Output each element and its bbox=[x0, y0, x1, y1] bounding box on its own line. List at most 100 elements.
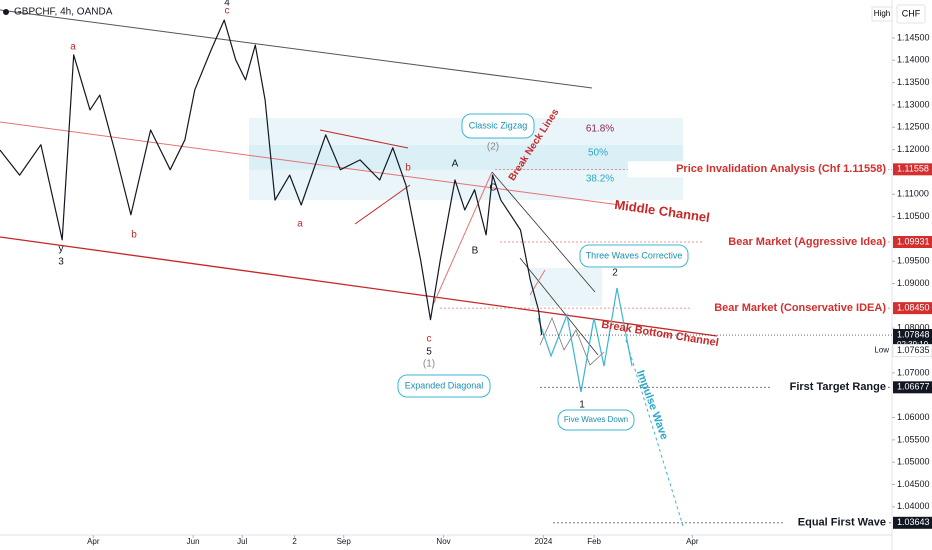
low-label: Low bbox=[874, 346, 889, 355]
chart-title: GBPCHF, 4h, OANDA bbox=[14, 7, 113, 18]
callout-text: Expanded Diagonal bbox=[405, 380, 484, 390]
y-tick-label: 1.09000 bbox=[897, 278, 930, 288]
impulse-projection bbox=[625, 339, 684, 527]
level-price-box bbox=[893, 163, 932, 176]
level-name: First Target Range bbox=[790, 381, 886, 393]
wave-label: y bbox=[59, 244, 64, 255]
level-text-bg bbox=[782, 514, 888, 531]
trend-line bbox=[491, 171, 596, 293]
upper-channel bbox=[0, 9, 593, 89]
wave-label: c bbox=[225, 6, 230, 17]
wave-label: a bbox=[297, 219, 303, 230]
level-name: Equal First Wave bbox=[798, 517, 886, 529]
callout-text: Five Waves Down bbox=[564, 415, 628, 424]
y-tick-label: 1.04000 bbox=[897, 501, 930, 511]
fib-band bbox=[249, 145, 683, 170]
high-box bbox=[871, 6, 893, 22]
trend-line bbox=[519, 257, 599, 356]
symbol-icon bbox=[3, 9, 9, 15]
x-tick-label: Feb bbox=[587, 537, 601, 546]
y-tick-label: 1.12500 bbox=[897, 122, 930, 132]
level-text-bg bbox=[689, 300, 888, 317]
bottom-channel bbox=[0, 236, 718, 337]
price-line bbox=[0, 19, 543, 335]
trend-line bbox=[529, 269, 546, 296]
y-tick-label: 1.08000 bbox=[897, 323, 930, 333]
callout-box bbox=[579, 244, 689, 268]
x-tick-label: Sep bbox=[337, 537, 352, 546]
x-tick-label: 2024 bbox=[534, 537, 552, 546]
low-box bbox=[892, 344, 932, 358]
level-text-bg bbox=[770, 379, 888, 396]
wave-label: a bbox=[70, 42, 76, 53]
level-price-box bbox=[893, 516, 932, 529]
callout-text: Classic Zigzag bbox=[469, 120, 528, 130]
currency-button[interactable] bbox=[896, 4, 926, 24]
neck-line bbox=[432, 171, 493, 306]
y-tick-label: 1.06000 bbox=[897, 412, 930, 422]
wave-label: A bbox=[452, 159, 459, 170]
level-price: 1.09931 bbox=[897, 236, 930, 246]
wave-label: C bbox=[489, 183, 496, 194]
x-tick-label: Jul bbox=[237, 537, 247, 546]
level-price: 1.11558 bbox=[897, 164, 929, 174]
level-price: 1.06677 bbox=[897, 382, 930, 392]
y-tick-label: 1.12000 bbox=[897, 144, 930, 154]
wave-label: 2 bbox=[612, 268, 618, 279]
y-tick-label: 1.10500 bbox=[897, 211, 930, 221]
callout-box bbox=[397, 374, 491, 398]
wave-label: 4 bbox=[224, 0, 230, 9]
y-tick-label: 1.07000 bbox=[897, 367, 930, 377]
x-tick-label: Jun bbox=[187, 537, 200, 546]
callout-box bbox=[461, 113, 535, 139]
y-tick-label: 1.05000 bbox=[897, 457, 930, 467]
level-price-box bbox=[893, 236, 932, 249]
high-label: High bbox=[874, 9, 890, 18]
wave-label: (2) bbox=[487, 142, 499, 153]
low-price: 1.07635 bbox=[897, 345, 930, 355]
level-text-bg bbox=[627, 161, 888, 178]
wave-label: (1) bbox=[423, 359, 435, 370]
fib-label: 38.2% bbox=[586, 174, 614, 185]
projection bbox=[537, 287, 633, 393]
wave-label: 5 bbox=[426, 347, 432, 358]
level-name: Bear Market (Conservative IDEA) bbox=[714, 302, 886, 314]
y-tick-label: 1.13000 bbox=[897, 99, 930, 109]
y-tick-label: 1.05500 bbox=[897, 434, 930, 444]
trend-line bbox=[319, 129, 409, 149]
wave-label: b bbox=[405, 163, 411, 174]
level-price-box bbox=[893, 381, 932, 394]
y-tick-label: 1.11000 bbox=[897, 189, 929, 199]
level-text-bg bbox=[702, 234, 888, 251]
callout-text: Three Waves Corrective bbox=[586, 250, 683, 260]
projection-alt bbox=[539, 316, 605, 366]
y-tick-label: 1.09500 bbox=[897, 256, 930, 266]
wave-label: 1 bbox=[579, 400, 585, 411]
callout-box bbox=[557, 409, 635, 431]
middle-channel bbox=[0, 121, 621, 206]
level-name: Bear Market (Aggressive Idea) bbox=[728, 236, 886, 248]
currency: CHF bbox=[902, 8, 921, 18]
wave-label: b bbox=[131, 230, 137, 241]
level-price-box bbox=[893, 302, 932, 315]
level-price: 1.08450 bbox=[897, 303, 930, 313]
wave-label: c bbox=[427, 334, 432, 345]
y-tick-label: 1.04500 bbox=[897, 479, 930, 489]
level-name: Price Invalidation Analysis (Chf 1.11558… bbox=[676, 163, 886, 175]
x-tick-label: Apr bbox=[87, 537, 100, 546]
fib-label: 61.8% bbox=[586, 124, 614, 135]
trend-line bbox=[354, 184, 411, 225]
x-tick-label: 2 bbox=[292, 537, 297, 546]
y-tick-label: 1.14000 bbox=[897, 55, 930, 65]
y-tick-label: 1.13500 bbox=[897, 77, 930, 87]
last-price: 1.07848 bbox=[897, 329, 930, 339]
x-tick-label: Apr bbox=[686, 537, 699, 546]
level-price: 1.03643 bbox=[897, 517, 930, 527]
y-tick-label: 1.14500 bbox=[897, 32, 930, 42]
x-tick-label: Nov bbox=[436, 537, 450, 546]
fib-label: 50% bbox=[588, 148, 608, 159]
wave-label: B bbox=[472, 246, 479, 257]
wave-label: 3 bbox=[58, 257, 64, 268]
